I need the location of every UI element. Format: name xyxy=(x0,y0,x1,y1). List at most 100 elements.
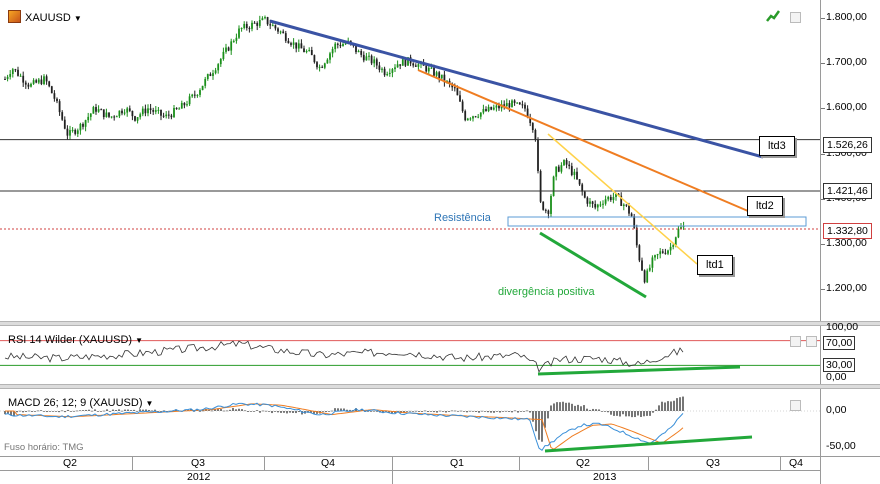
macd-histogram-bar xyxy=(133,409,135,411)
candle-body xyxy=(539,171,542,202)
rsi-plot[interactable] xyxy=(0,326,820,384)
macd-histogram-bar xyxy=(115,409,117,411)
macd-histogram-bar xyxy=(4,411,6,415)
macd-histogram-bar xyxy=(412,411,414,412)
candle-body xyxy=(11,69,14,75)
macd-histogram-bar xyxy=(373,410,375,412)
y-tick-mark xyxy=(821,63,825,65)
panel-separator[interactable] xyxy=(0,321,880,326)
macd-histogram-bar xyxy=(247,411,249,412)
candle-body xyxy=(448,80,451,84)
candle-body xyxy=(56,98,58,102)
macd-histogram-bar xyxy=(232,407,234,411)
candle-body xyxy=(113,116,116,118)
candle-body xyxy=(602,203,604,205)
candle-body xyxy=(661,251,664,253)
macd-histogram-bar xyxy=(439,410,441,412)
candle-body xyxy=(167,114,170,116)
candle-body xyxy=(570,166,573,176)
macd-histogram-bar xyxy=(238,408,240,411)
candle-body xyxy=(495,105,498,108)
candle-body xyxy=(604,199,607,204)
candle-body xyxy=(641,260,643,271)
macd-histogram-bar xyxy=(613,411,615,416)
price-y-axis[interactable]: 1.800,001.700,001.600,001.500,001.400,00… xyxy=(820,0,880,322)
panel-separator[interactable] xyxy=(0,384,880,389)
macd-histogram-bar xyxy=(463,411,465,412)
candle-body xyxy=(677,228,680,238)
macd-histogram-bar xyxy=(547,411,549,419)
candle-body xyxy=(573,171,576,176)
macd-histogram-bar xyxy=(529,411,531,413)
macd-histogram-bar xyxy=(424,410,426,412)
minimize-panel-icon[interactable] xyxy=(790,400,801,411)
price-plot[interactable] xyxy=(0,0,820,322)
macd-histogram-bar xyxy=(511,411,513,413)
candle-body xyxy=(547,210,550,214)
candle-body xyxy=(69,130,71,136)
macd-histogram-bar xyxy=(586,408,588,411)
candle-body xyxy=(136,117,139,121)
x-year-2012: 2012 xyxy=(187,471,211,483)
candle-body xyxy=(199,90,201,95)
rsi-chart-svg[interactable] xyxy=(0,326,820,384)
candle-body xyxy=(479,112,482,117)
candle-body xyxy=(251,22,253,29)
close-panel-icon[interactable] xyxy=(806,336,817,347)
chevron-down-icon[interactable]: ▼ xyxy=(73,14,82,23)
macd-signal-line xyxy=(5,403,684,450)
candle-body xyxy=(526,108,529,118)
macd-histogram-bar xyxy=(343,408,345,411)
symbol-selector[interactable]: XAUUSD ▼ xyxy=(8,10,82,24)
candle-body xyxy=(651,257,654,268)
candle-body xyxy=(248,28,251,30)
macd-histogram-bar xyxy=(361,409,363,411)
candle-body xyxy=(487,106,490,112)
x-tick-q2-2012: Q2 xyxy=(63,457,78,469)
trend-icon[interactable] xyxy=(766,10,781,22)
candle-body xyxy=(552,176,555,196)
candle-body xyxy=(435,72,438,76)
macd-histogram-bar xyxy=(574,405,576,411)
chevron-down-icon[interactable]: ▼ xyxy=(145,399,154,408)
macd-histogram-bar xyxy=(67,409,69,411)
chevron-down-icon[interactable]: ▼ xyxy=(135,336,144,345)
candle-body xyxy=(542,201,545,210)
price-chart-svg[interactable] xyxy=(0,0,820,322)
x-axis[interactable]: Q2 Q3 Q4 Q1 Q2 Q3 Q4 2012 2013 xyxy=(0,456,880,484)
macd-histogram-bar xyxy=(121,410,123,412)
macd-histogram-bar xyxy=(31,411,33,412)
candle-body xyxy=(336,43,339,45)
macd-histogram-bar xyxy=(328,411,330,412)
macd-histogram-bar xyxy=(616,411,618,416)
macd-histogram-bar xyxy=(256,410,258,411)
macd-histogram-bar xyxy=(64,411,66,413)
macd-y-axis[interactable]: 0,00 -50,00 xyxy=(820,389,880,456)
macd-histogram-bar xyxy=(508,411,510,412)
rsi-title[interactable]: RSI 14 Wilder (XAUUSD) ▼ xyxy=(8,334,143,346)
y-tick-label: 1.600,00 xyxy=(826,101,867,114)
macd-histogram-bar xyxy=(667,401,669,411)
minimize-panel-icon[interactable] xyxy=(790,336,801,347)
candle-body xyxy=(654,255,656,258)
macd-title[interactable]: MACD 26; 12; 9 (XAUUSD) ▼ xyxy=(8,397,153,409)
maximize-panel-icon[interactable] xyxy=(790,12,801,23)
candle-body xyxy=(674,237,677,246)
macd-chart-svg[interactable] xyxy=(0,389,820,456)
macd-histogram-bar xyxy=(514,410,516,412)
candle-body xyxy=(261,18,264,21)
macd-histogram-bar xyxy=(682,396,684,411)
candle-body xyxy=(245,23,248,29)
macd-histogram-bar xyxy=(517,411,519,413)
candle-body xyxy=(222,51,225,60)
candle-body xyxy=(66,128,69,136)
rsi-y-axis[interactable]: 100,00 70,00 30,00 0,00 xyxy=(820,321,880,384)
macd-histogram-bar xyxy=(427,411,429,412)
macd-plot[interactable] xyxy=(0,389,820,456)
candle-body xyxy=(656,254,659,256)
candle-body xyxy=(318,66,321,68)
macd-histogram-bar xyxy=(253,411,255,412)
macd-histogram-bar xyxy=(391,411,393,414)
candle-body xyxy=(144,108,147,114)
macd-histogram-bar xyxy=(262,410,264,412)
